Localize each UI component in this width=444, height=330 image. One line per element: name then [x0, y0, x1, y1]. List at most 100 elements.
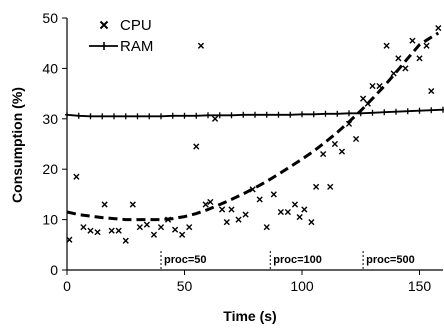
y-tick-label: 20	[42, 161, 58, 177]
ram-point	[264, 111, 269, 118]
ram-point	[300, 111, 304, 118]
cpu-point	[383, 42, 390, 49]
cpu-point	[435, 24, 442, 32]
ram-point	[76, 112, 81, 119]
cpu-point	[320, 150, 327, 158]
cpu-point	[150, 231, 158, 238]
cpu-point	[202, 201, 209, 208]
cpu-point	[256, 196, 263, 203]
cpu-point	[228, 206, 235, 213]
ram-point	[229, 112, 234, 119]
cpu-point	[197, 42, 205, 49]
cpu-point	[249, 186, 256, 193]
legend: CPU RAM	[89, 17, 153, 55]
ram-point	[112, 113, 116, 120]
annotations: proc=50 proc=100 proc=500	[160, 251, 415, 270]
cpu-point	[242, 211, 249, 218]
cpu-point	[395, 55, 402, 62]
cpu-point	[296, 213, 303, 221]
y-tick-label: 10	[42, 212, 58, 228]
cpu-point	[338, 148, 346, 155]
ram-point	[182, 112, 187, 119]
cpu-point	[235, 216, 242, 223]
y-tick-label: 50	[42, 10, 58, 26]
ram-point	[358, 110, 363, 117]
ram-point	[288, 111, 293, 118]
ram-point	[323, 110, 328, 117]
ram-point	[253, 111, 257, 118]
cpu-point	[66, 236, 73, 243]
cpu-point	[164, 216, 172, 223]
ram-series	[65, 106, 444, 120]
cpu-point	[369, 82, 376, 90]
cpu-point	[313, 183, 320, 190]
cpu-point	[108, 227, 115, 234]
x-axis-title: Time (s)	[223, 308, 276, 324]
cpu-trendline	[66, 31, 440, 222]
cpu-point	[423, 42, 430, 49]
cpu-point	[308, 219, 315, 226]
cpu-point	[122, 237, 129, 244]
cpu-point	[402, 65, 409, 72]
ram-point	[170, 112, 175, 119]
x-tick-label: 150	[408, 278, 432, 294]
x-tick-label: 0	[63, 278, 71, 294]
ram-point	[241, 111, 246, 118]
cpu-point	[87, 227, 94, 234]
cpu-point	[136, 224, 143, 231]
annotation-label: proc=100	[273, 254, 322, 266]
ram-point	[217, 112, 222, 119]
ram-point	[382, 109, 387, 116]
cpu-point	[193, 143, 200, 150]
cpu-point	[390, 70, 397, 77]
cpu-point	[352, 135, 360, 143]
cpu-point	[157, 224, 165, 231]
cpu-point	[129, 201, 136, 208]
cpu-point	[94, 229, 101, 236]
cpu-point	[301, 206, 308, 213]
cpu-point	[143, 221, 150, 228]
ram-point	[194, 112, 199, 119]
cpu-point	[428, 87, 435, 95]
ram-point	[394, 108, 398, 115]
cpu-point	[416, 55, 423, 62]
tick-labels: 0 10 20 30 40 50 0 50 100 150	[42, 10, 431, 294]
legend-cpu-label: CPU	[120, 17, 152, 34]
cpu-point	[219, 206, 226, 213]
cpu-point	[270, 191, 277, 198]
ram-point	[147, 113, 152, 120]
ram-point	[311, 111, 316, 118]
cpu-point	[360, 95, 367, 102]
ram-point	[405, 108, 410, 115]
cpu-point	[115, 227, 122, 234]
cpu-point	[291, 201, 299, 208]
ram-point	[441, 106, 444, 113]
legend-ram-label: RAM	[120, 38, 153, 55]
cpu-series	[66, 24, 442, 244]
x-tick-label: 100	[290, 278, 314, 294]
cpu-point	[211, 115, 219, 122]
ram-point	[276, 111, 281, 118]
legend-cpu-marker	[99, 20, 109, 30]
y-tick-label: 0	[50, 262, 58, 278]
cpu-point	[409, 37, 416, 44]
annotation-label: proc=500	[366, 254, 415, 266]
y-tick-label: 40	[42, 60, 58, 76]
ram-point	[159, 113, 163, 120]
cpu-point	[186, 224, 193, 231]
cpu-point	[207, 198, 214, 206]
cpu-point	[376, 82, 383, 90]
ram-point	[100, 113, 105, 120]
x-tick-label: 50	[177, 278, 193, 294]
ram-point	[417, 107, 422, 114]
ram-point	[347, 110, 351, 117]
cpu-point	[327, 183, 334, 190]
ram-point	[88, 113, 93, 120]
cpu-point	[172, 226, 179, 233]
cpu-point	[73, 173, 80, 180]
cpu-point	[263, 224, 270, 231]
y-axis-title: Consumption (%)	[9, 87, 25, 203]
cpu-point	[277, 208, 284, 216]
cpu-point	[345, 120, 353, 127]
